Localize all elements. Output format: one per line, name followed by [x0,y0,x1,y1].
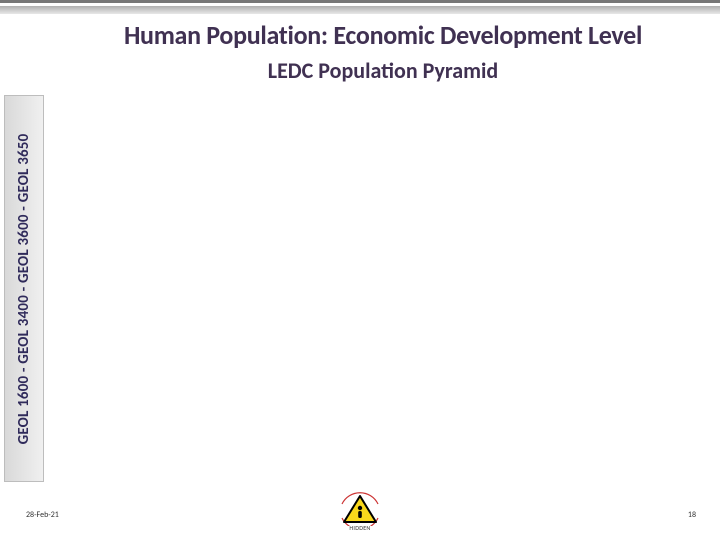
separator: - [15,363,33,375]
warning-badge: HIDDEN [332,490,388,534]
slide-title: Human Population: Economic Development L… [58,19,708,51]
top-gradient-bar [0,6,720,14]
course-code: GEOL 3650 [15,133,33,202]
exclaim-bar [358,511,362,518]
course-codes: GEOL 1600 - GEOL 3400 - GEOL 3600 - GEOL… [15,133,33,444]
exclaim-dot-top [358,506,362,510]
slide-subtitle: LEDC Population Pyramid [58,57,708,84]
warning-icon [338,490,382,526]
course-code: GEOL 1600 [15,375,33,444]
warning-label: HIDDEN [349,524,370,532]
slide: Human Population: Economic Development L… [0,0,720,540]
course-code: GEOL 3400 [15,294,33,363]
course-sidebar: GEOL 1600 - GEOL 3400 - GEOL 3600 - GEOL… [4,95,44,482]
separator: - [15,202,33,214]
separator: - [15,283,33,295]
footer-date: 28-Feb-21 [26,510,59,520]
course-code: GEOL 3600 [15,214,33,283]
footer-page-number: 18 [688,510,696,520]
